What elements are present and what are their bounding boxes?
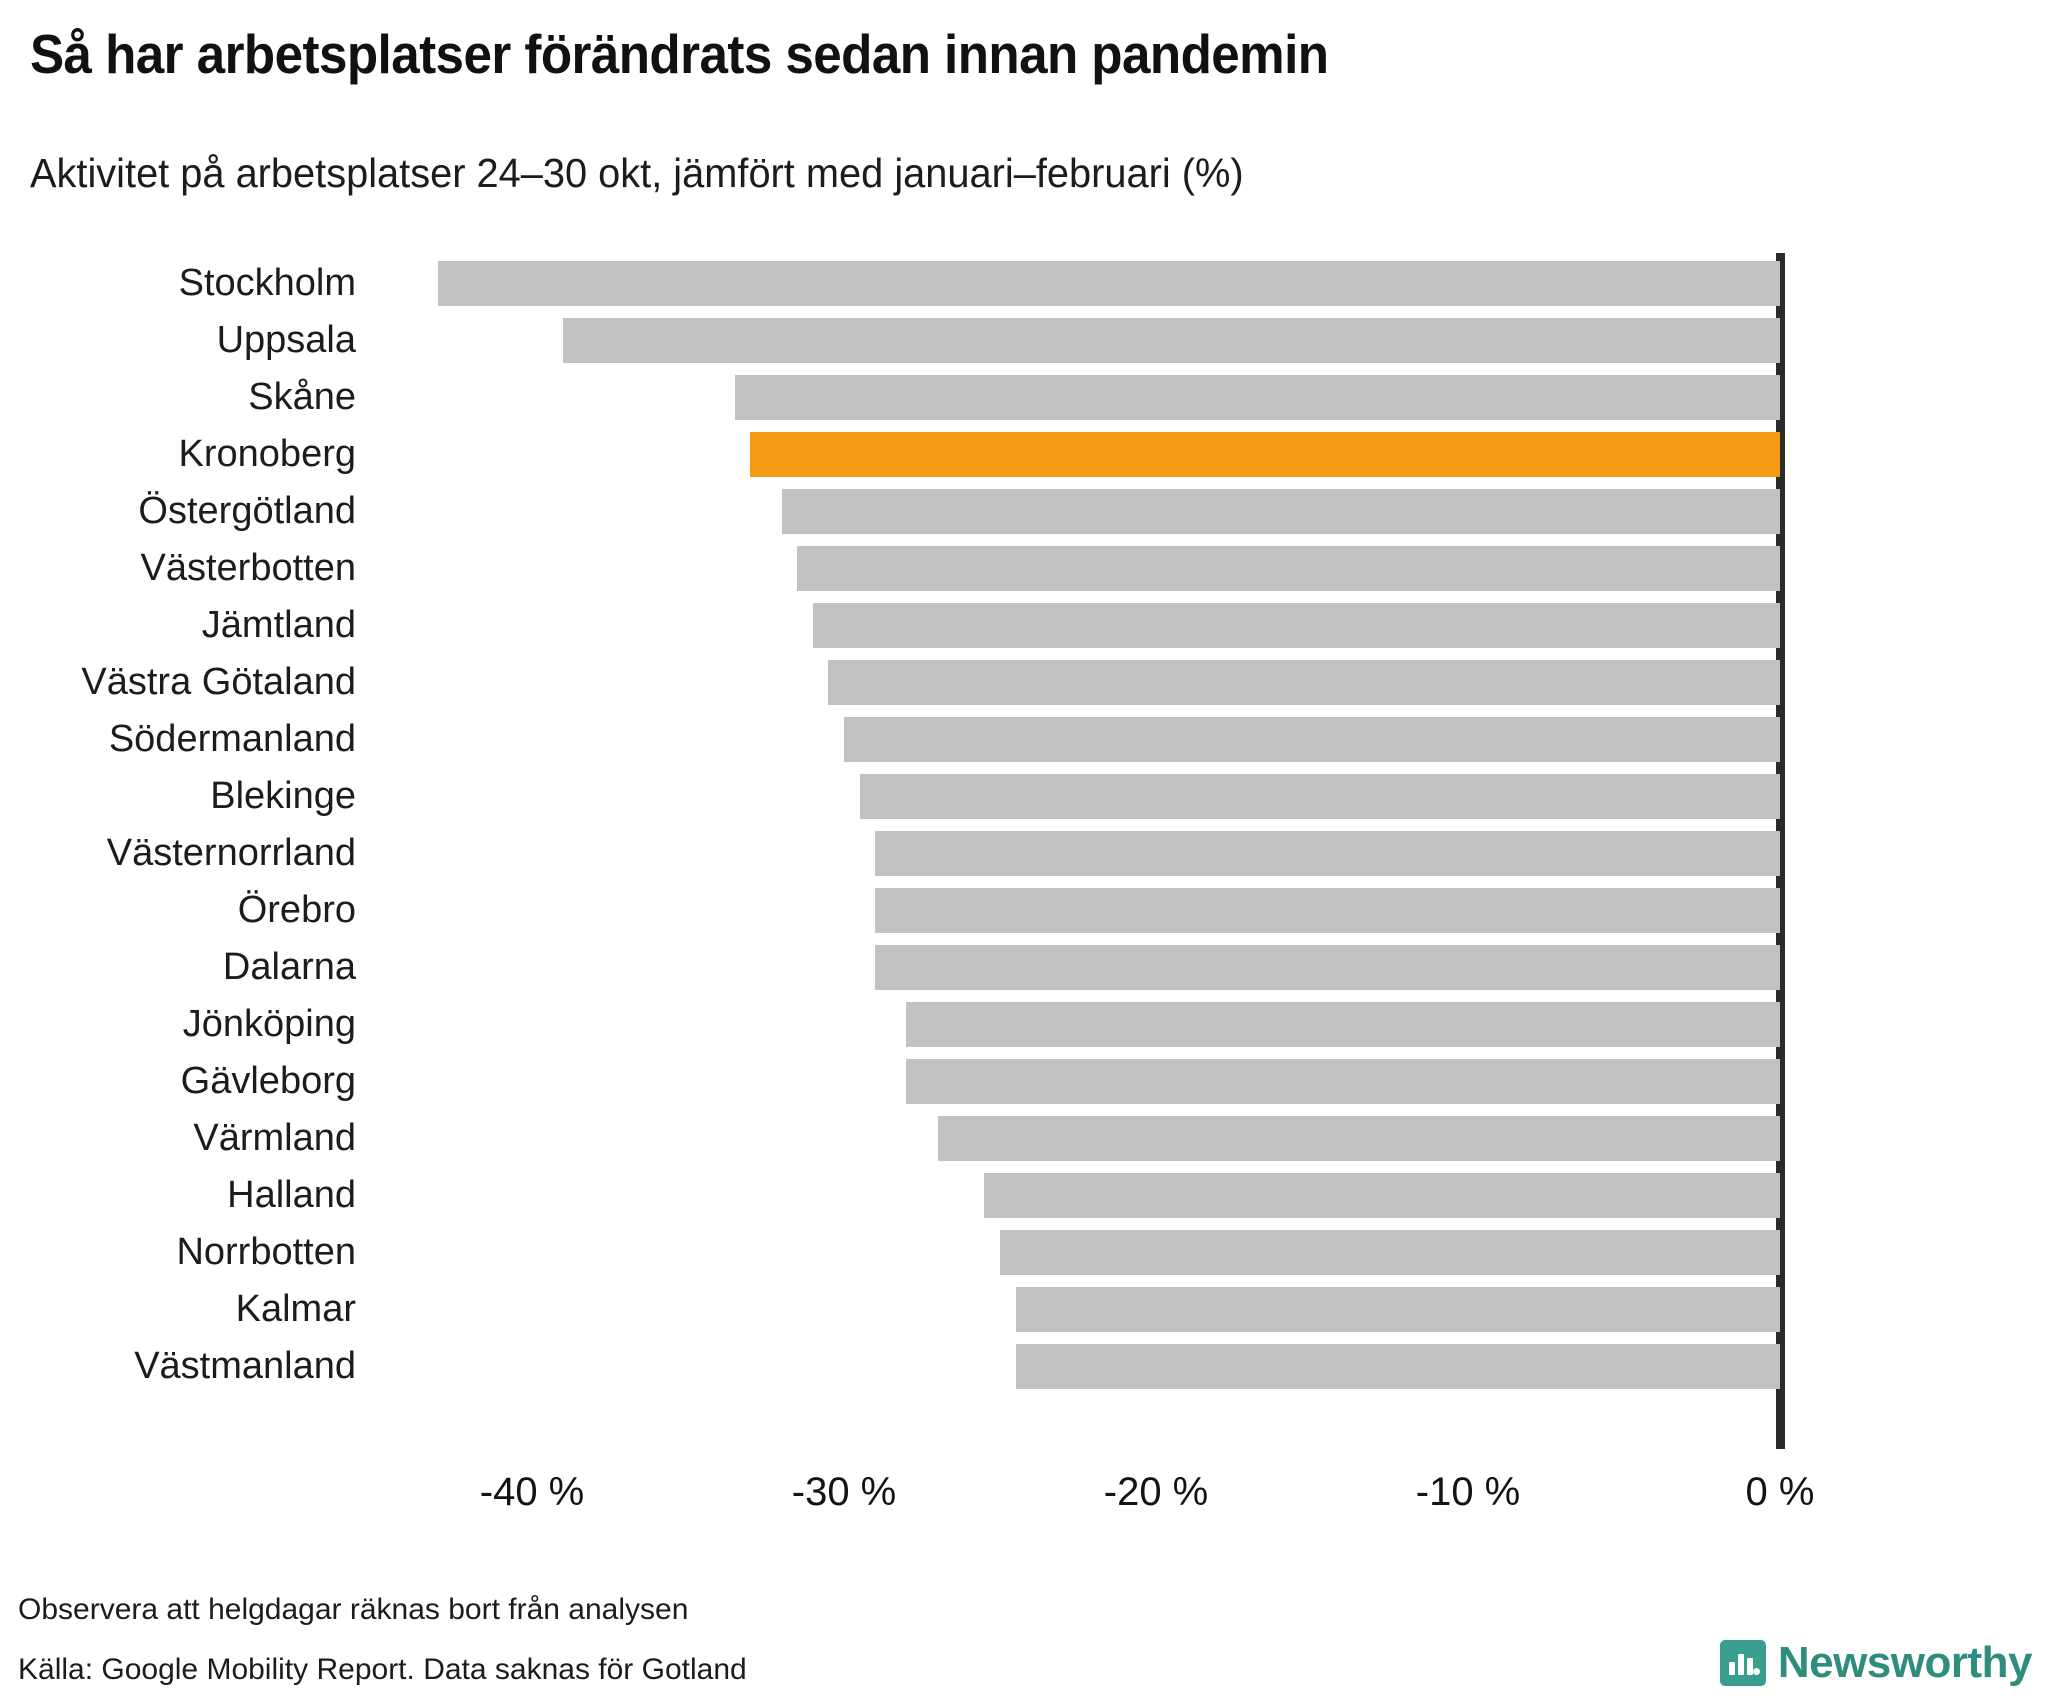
bar-row: Västra Götaland (0, 654, 2048, 711)
category-label: Örebro (237, 889, 356, 931)
category-label: Blekinge (210, 775, 356, 817)
chart-note: Observera att helgdagar räknas bort från… (18, 1593, 689, 1626)
chart-subtitle: Aktivitet på arbetsplatser 24–30 okt, jä… (30, 150, 1244, 196)
bar[interactable] (563, 318, 1780, 363)
logo-wordmark: Newsworthy (1777, 1638, 2033, 1687)
bar-row: Kalmar (0, 1281, 2048, 1338)
category-label: Halland (227, 1174, 356, 1216)
bar-row: Östergötland (0, 483, 2048, 540)
bar[interactable] (875, 888, 1780, 933)
bar-row: Västerbotten (0, 540, 2048, 597)
category-label: Gävleborg (180, 1060, 356, 1102)
bar-row: Gävleborg (0, 1053, 2048, 1110)
bar-row: Södermanland (0, 711, 2048, 768)
bar-row: Kronoberg (0, 426, 2048, 483)
bar-chart-icon (1719, 1640, 1766, 1686)
bar[interactable] (1015, 1287, 1780, 1332)
x-tick-label: -40 % (479, 1470, 585, 1514)
bar[interactable] (438, 261, 1780, 306)
category-label: Västmanland (134, 1345, 356, 1387)
category-label: Dalarna (222, 946, 356, 988)
x-tick-label: -10 % (1415, 1470, 1521, 1514)
category-label: Södermanland (108, 718, 356, 760)
bar[interactable] (797, 546, 1780, 591)
bar-row: Jämtland (0, 597, 2048, 654)
bar-row: Blekinge (0, 768, 2048, 825)
x-tick-label: -20 % (1103, 1470, 1209, 1514)
bar-row: Stockholm (0, 255, 2048, 312)
bar-row: Dalarna (0, 939, 2048, 996)
category-label: Kronoberg (178, 433, 356, 475)
chart-title: Så har arbetsplatser förändrats sedan in… (30, 23, 1329, 85)
bar[interactable] (734, 375, 1780, 420)
bar-row: Norrbotten (0, 1224, 2048, 1281)
category-label: Stockholm (178, 262, 356, 304)
bar[interactable] (812, 603, 1780, 648)
bar[interactable] (906, 1002, 1780, 1047)
bar[interactable] (781, 489, 1780, 534)
category-label: Norrbotten (176, 1231, 356, 1273)
category-label: Jämtland (201, 604, 356, 646)
bar[interactable] (1015, 1344, 1780, 1389)
bar[interactable] (984, 1173, 1780, 1218)
bar-highlighted[interactable] (750, 432, 1780, 477)
bar[interactable] (844, 717, 1780, 762)
bar-row: Jönköping (0, 996, 2048, 1053)
x-tick-label: 0 % (1745, 1470, 1815, 1514)
bar-row: Örebro (0, 882, 2048, 939)
plot-area: Stockholm Uppsala Skåne Kronoberg Östergötla… (0, 253, 2048, 1455)
chart-source: Källa: Google Mobility Report. Data sakn… (18, 1653, 747, 1686)
bar[interactable] (828, 660, 1780, 705)
bar-row: Västernorrland (0, 825, 2048, 882)
bar-row: Uppsala (0, 312, 2048, 369)
category-label: Skåne (248, 376, 356, 418)
bar[interactable] (937, 1116, 1780, 1161)
bar[interactable] (875, 831, 1780, 876)
bar-row: Skåne (0, 369, 2048, 426)
x-axis-ticks: -40 % -30 % -20 % -10 % 0 % (0, 1470, 2048, 1540)
bar[interactable] (906, 1059, 1780, 1104)
bar-row: Halland (0, 1167, 2048, 1224)
bar-row: Värmland (0, 1110, 2048, 1167)
category-label: Jönköping (182, 1003, 356, 1045)
category-label: Uppsala (216, 319, 356, 361)
category-label: Kalmar (235, 1288, 356, 1330)
category-label: Västerbotten (140, 547, 356, 589)
category-label: Västernorrland (106, 832, 356, 874)
bar[interactable] (859, 774, 1780, 819)
x-tick-label: -30 % (791, 1470, 897, 1514)
category-label: Västra Götaland (81, 661, 356, 703)
bar-row: Västmanland (0, 1338, 2048, 1395)
newsworthy-logo[interactable]: Newsworthy (1719, 1638, 2033, 1688)
category-label: Östergötland (138, 490, 356, 532)
zero-axis-line (1776, 253, 1785, 1449)
bar[interactable] (1000, 1230, 1780, 1275)
category-label: Värmland (193, 1117, 356, 1159)
bar[interactable] (875, 945, 1780, 990)
